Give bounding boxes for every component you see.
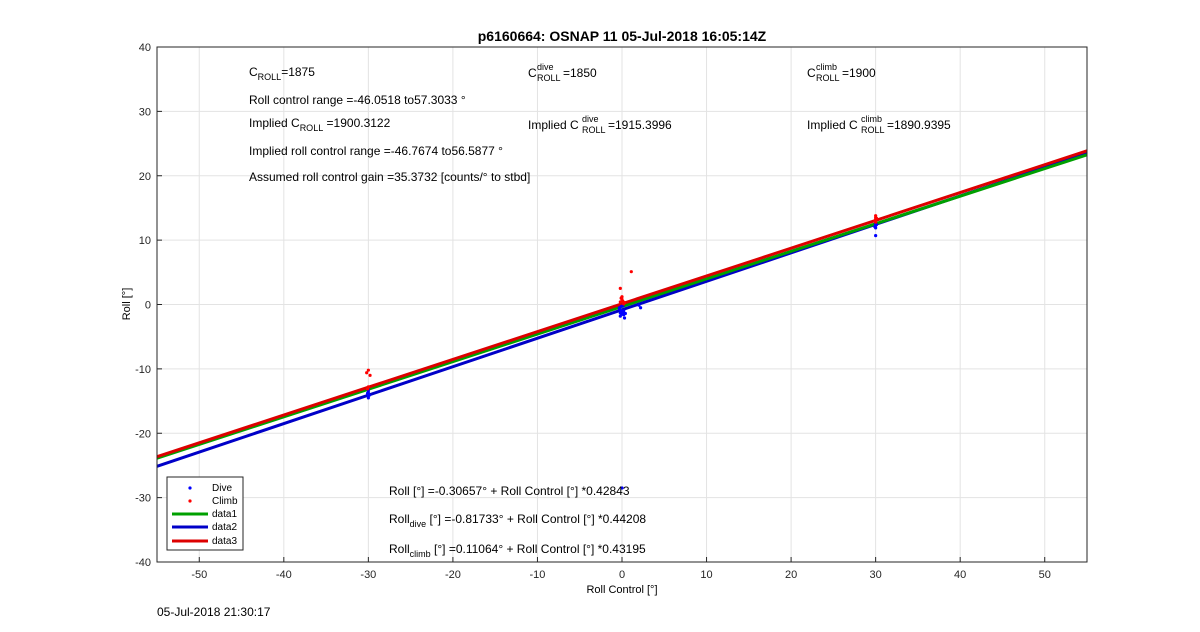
- point-dive: [874, 223, 879, 227]
- implied-c-roll-climb-text: Implied C: [807, 118, 858, 132]
- implied-c-roll-climb-sub: ROLL: [861, 125, 885, 135]
- axis-ticks: -50 -40 -30 -20 -10 0 10 20 30 40 50 -40 -30 -20 -10 0 1…: [135, 42, 1051, 581]
- point-dive: [874, 234, 878, 238]
- x-tick-label: 0: [619, 569, 625, 581]
- point-dive: [618, 314, 622, 318]
- c-roll-dive-value: =1850: [563, 66, 597, 80]
- legend: Dive Climb data1 data2 data3: [166, 476, 244, 551]
- plot-frame: [156, 46, 1088, 563]
- point-dive: [367, 393, 371, 397]
- implied-c-roll-text: Implied CROLL =1900.3122: [249, 116, 391, 133]
- implied-c-roll-climb-sup: climb: [861, 114, 882, 124]
- point-climb: [874, 216, 879, 220]
- legend-data2-label: data2: [212, 522, 237, 533]
- c-roll-text: CROLL=1875: [249, 65, 315, 82]
- point-climb: [366, 368, 370, 372]
- point-climb: [622, 300, 627, 305]
- point-dive: [366, 396, 370, 400]
- point-climb: [618, 286, 622, 291]
- x-axis-label: Roll Control [°]: [586, 584, 657, 596]
- fit-line-data3: [156, 149, 1088, 459]
- legend-climb-marker: [188, 499, 192, 503]
- chart-title: p6160664: OSNAP 11 05-Jul-2018 16:05:14Z: [478, 28, 767, 44]
- fit-dive-text: Rolldive [°] =-0.81733° + Roll Control […: [389, 512, 646, 529]
- legend-dive-label: Dive: [212, 483, 232, 494]
- y-tick-label: -30: [135, 493, 151, 505]
- c-roll-climb-sup: climb: [816, 62, 837, 72]
- y-tick-label: 40: [139, 42, 151, 54]
- y-axis-label: Roll [°]: [121, 288, 133, 321]
- data-points: [365, 214, 879, 490]
- c-roll-climb-sub: ROLL: [816, 73, 840, 83]
- point-dive: [617, 307, 622, 311]
- c-roll-dive-sup: dive: [537, 62, 554, 72]
- point-climb: [620, 295, 624, 299]
- implied-c-roll-climb-value: =1890.9395: [887, 118, 951, 132]
- implied-range-text: Implied roll control range =-46.7674 to5…: [249, 144, 503, 158]
- c-roll-dive-text: C: [528, 66, 537, 80]
- implied-c-roll-dive-sub: ROLL: [582, 125, 606, 135]
- point-climb: [365, 371, 369, 375]
- x-tick-label: 30: [870, 569, 882, 581]
- roll-range-text: Roll control range =-46.0518 to57.3033 °: [249, 93, 466, 107]
- fit-climb-text: Rollclimb [°] =0.11064° + Roll Control […: [389, 542, 646, 559]
- point-climb: [365, 387, 370, 391]
- legend-data1-label: data1: [212, 509, 237, 520]
- x-tick-label: -50: [191, 569, 207, 581]
- implied-c-roll-dive-text: Implied C: [528, 118, 579, 132]
- c-roll-climb-text: C: [807, 66, 816, 80]
- x-tick-label: -40: [276, 569, 292, 581]
- point-dive: [618, 311, 622, 315]
- point-climb: [618, 300, 622, 304]
- x-tick-label: 10: [700, 569, 712, 581]
- point-climb: [368, 373, 372, 377]
- implied-c-roll-dive-value: =1915.3996: [608, 118, 672, 132]
- y-tick-label: 30: [139, 106, 151, 118]
- y-tick-label: -20: [135, 428, 151, 440]
- x-tick-label: 20: [785, 569, 797, 581]
- x-tick-label: 50: [1039, 569, 1051, 581]
- point-climb: [873, 219, 877, 223]
- point-dive: [622, 313, 626, 317]
- y-tick-label: -10: [135, 364, 151, 376]
- legend-dive-marker: [188, 486, 192, 490]
- implied-c-roll-dive-sup: dive: [582, 114, 599, 124]
- x-tick-label: 40: [954, 569, 966, 581]
- legend-data3-label: data3: [212, 536, 237, 547]
- legend-climb-label: Climb: [212, 496, 238, 507]
- point-climb: [874, 214, 878, 218]
- x-tick-label: -10: [530, 569, 546, 581]
- point-dive: [622, 316, 627, 320]
- point-dive: [620, 486, 624, 490]
- c-roll-climb-value: =1900: [842, 66, 876, 80]
- point-dive: [637, 303, 641, 307]
- y-tick-label: 20: [139, 171, 151, 183]
- x-tick-label: -20: [445, 569, 461, 581]
- y-tick-label: 10: [139, 235, 151, 247]
- y-tick-label: 0: [145, 300, 151, 312]
- annotations: CROLL=1875 C dive ROLL =1850 C climb ROL…: [249, 62, 951, 559]
- y-tick-label: -40: [135, 557, 151, 569]
- fit-all-text: Roll [°] =-0.30657° + Roll Control [°] *…: [389, 484, 630, 498]
- timestamp: 05-Jul-2018 21:30:17: [157, 605, 271, 619]
- point-dive: [639, 306, 643, 310]
- x-tick-label: -30: [360, 569, 376, 581]
- point-climb: [629, 270, 633, 274]
- c-roll-dive-sub: ROLL: [537, 73, 561, 83]
- assumed-gain-text: Assumed roll control gain =35.3732 [coun…: [249, 170, 530, 184]
